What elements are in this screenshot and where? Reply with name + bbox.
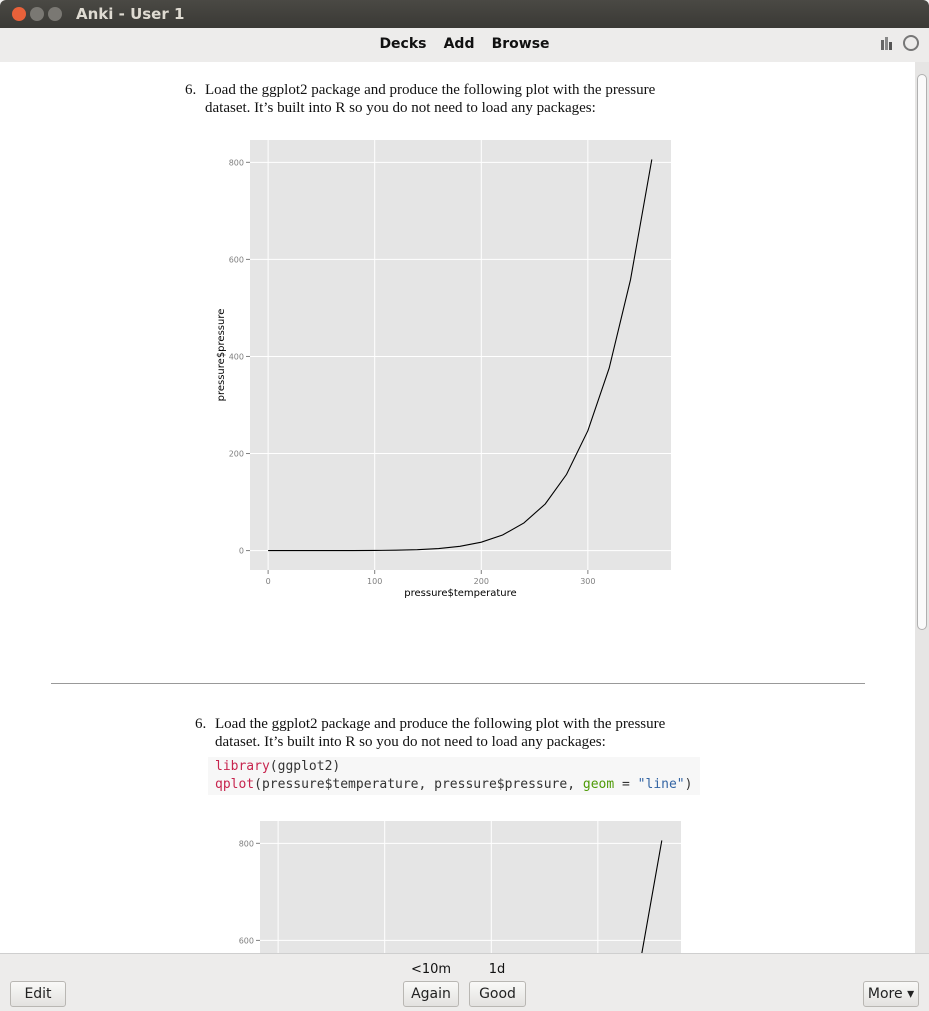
x-tick-label: 300 [580,577,595,586]
data-line [268,159,653,552]
toolbar-icons[interactable] [880,35,920,53]
y-tick-label: 0 [239,547,244,556]
code-block: library(ggplot2) qplot(pressure$temperatu… [208,757,700,795]
again-button[interactable]: Again [403,981,459,1007]
x-tick-label: 100 [367,577,382,586]
plot-panel [250,140,671,570]
question-text: Load the ggplot2 package and produce the… [205,82,656,116]
code-line: qplot(pressure$temperature, pressure$pre… [215,776,700,794]
code-token: "line" [637,777,685,792]
y-tick-label: 200 [229,450,244,459]
code-line: library(ggplot2) [215,758,700,776]
title-bar: Anki - User 1 [0,0,929,28]
card-view: 6. Load the ggplot2 package and produce … [0,62,915,953]
good-interval: 1d [488,962,506,977]
y-tick-label: 600 [229,255,244,264]
code-token: (ggplot2) [269,759,341,774]
scroll-thumb[interactable] [917,74,927,630]
browse-link[interactable]: Browse [491,36,550,52]
question-plot: 0 200 400 600 800 0 100 200 300 pressure$temperat… [216,140,671,599]
code-token: ) [684,777,693,792]
decks-link[interactable]: Decks [379,36,427,52]
code-token: geom [582,777,615,792]
toolbar: Decks Add Browse [0,28,929,63]
window-title: Anki - User 1 [76,5,185,23]
code-token: library [215,759,270,774]
answer-separator [51,683,865,684]
y-tick-label: 800 [239,839,254,848]
close-button[interactable] [12,7,26,21]
code-token: (pressure$temperature, pressure$pressure… [254,777,583,792]
x-axis-label: pressure$temperature [404,588,516,599]
again-interval: <10m [410,962,452,977]
minimize-button[interactable] [30,7,44,21]
answer-number: 6. [195,716,207,732]
code-token: qplot [215,777,255,792]
more-button[interactable]: More ▾ [863,981,919,1007]
y-axis-label: pressure$pressure [216,309,227,402]
scrollbar[interactable] [915,62,929,953]
code-token: = [614,777,638,792]
x-tick-label: 200 [474,577,489,586]
y-tick-label: 400 [229,352,244,361]
good-button[interactable]: Good [469,981,526,1007]
y-tick-label: 800 [229,158,244,167]
maximize-button[interactable] [48,7,62,21]
plot-panel [260,821,681,953]
x-tick-label: 0 [266,577,271,586]
question-number: 6. [185,82,197,98]
edit-button[interactable]: Edit [10,981,66,1007]
answer-plot: 02004006008000100200300pressure$temperat… [239,821,681,953]
add-link[interactable]: Add [443,36,475,52]
y-tick-label: 600 [239,936,254,945]
answer-bar: <10m 1d Edit Again Good More ▾ [0,953,929,1011]
answer-text: Load the ggplot2 package and produce the… [215,716,666,750]
